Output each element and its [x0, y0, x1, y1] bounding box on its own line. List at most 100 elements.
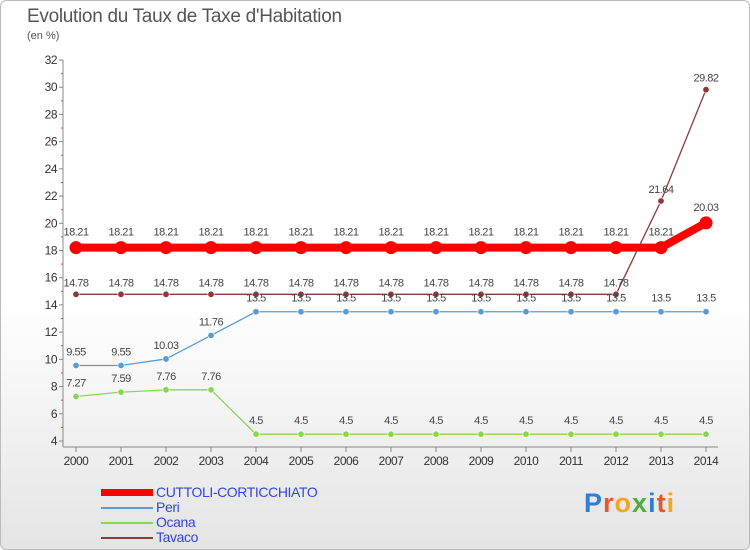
data-label: 14.78 [108, 277, 133, 289]
data-label: 14.78 [288, 277, 313, 289]
data-point [657, 197, 665, 205]
legend-swatch-cuttoli [101, 489, 153, 496]
data-point [522, 290, 530, 298]
data-label: 4.5 [699, 415, 713, 427]
data-label: 13.5 [381, 293, 401, 305]
data-point [567, 290, 575, 298]
data-label: 18.21 [243, 227, 268, 239]
data-point [249, 241, 263, 255]
data-point [612, 430, 620, 438]
x-tick-label: 2009 [469, 454, 495, 468]
data-label: 18.21 [468, 227, 493, 239]
data-point [387, 430, 395, 438]
data-point [474, 241, 488, 255]
data-point [252, 290, 260, 298]
data-label: 4.5 [654, 415, 668, 427]
data-point [654, 241, 668, 255]
data-label: 4.5 [294, 415, 308, 427]
x-tick-label: 2008 [424, 454, 450, 468]
data-point [477, 430, 485, 438]
logo-letter: P [584, 488, 604, 518]
data-point [387, 290, 395, 298]
data-point [657, 308, 665, 316]
data-label: 4.5 [564, 415, 578, 427]
data-label: 7.27 [66, 378, 86, 390]
data-point [477, 308, 485, 316]
legend-swatch-peri [101, 507, 153, 509]
legend-swatch-tavaco [101, 537, 153, 539]
data-label: 14.78 [468, 277, 493, 289]
data-point [297, 290, 305, 298]
x-tick-label: 2004 [244, 454, 270, 468]
x-tick-label: 2003 [199, 454, 225, 468]
data-point [519, 241, 533, 255]
data-label: 13.5 [561, 293, 581, 305]
logo-letter: o [614, 488, 633, 518]
y-tick-label: 16 [45, 271, 58, 285]
data-label: 7.59 [111, 373, 131, 385]
data-label: 4.5 [249, 415, 263, 427]
data-label: 4.5 [474, 415, 488, 427]
data-point [297, 308, 305, 316]
data-point [159, 241, 173, 255]
data-label: 13.5 [471, 293, 491, 305]
data-label: 14.78 [153, 277, 178, 289]
data-label: 14.78 [558, 277, 583, 289]
data-label: 21.64 [648, 184, 673, 196]
logo-letter: t [656, 488, 667, 518]
data-label: 18.21 [648, 227, 673, 239]
data-point [342, 290, 350, 298]
x-tick-label: 2013 [649, 454, 675, 468]
data-point [564, 241, 578, 255]
x-tick-label: 2006 [334, 454, 360, 468]
data-label: 18.21 [378, 227, 403, 239]
data-label: 18.21 [513, 227, 538, 239]
data-point [702, 308, 710, 316]
data-point [477, 290, 485, 298]
data-point [387, 308, 395, 316]
data-point [207, 290, 215, 298]
data-point [342, 308, 350, 316]
data-point [117, 388, 125, 396]
legend-swatch-ocana [101, 522, 153, 524]
proxiti-logo: Proxiti [584, 488, 675, 519]
data-point [162, 355, 170, 363]
data-label: 18.21 [153, 227, 178, 239]
data-point [702, 86, 710, 94]
data-label: 14.78 [333, 277, 358, 289]
data-point [117, 290, 125, 298]
data-label: 18.21 [108, 227, 133, 239]
data-label: 7.76 [156, 371, 176, 383]
data-label: 13.5 [651, 293, 671, 305]
data-label: 7.76 [201, 371, 221, 383]
data-point [432, 308, 440, 316]
logo-letter: x [632, 488, 649, 518]
data-label: 13.5 [426, 293, 446, 305]
y-tick-label: 6 [51, 407, 58, 421]
data-label: 18.21 [423, 227, 448, 239]
y-tick-label: 10 [45, 352, 58, 366]
data-point [162, 290, 170, 298]
data-label: 14.78 [198, 277, 223, 289]
data-label: 20.03 [693, 202, 718, 214]
data-point [114, 241, 128, 255]
data-point [297, 430, 305, 438]
data-label: 13.5 [336, 293, 356, 305]
data-point [699, 216, 713, 230]
data-point [117, 361, 125, 369]
data-label: 13.5 [291, 293, 311, 305]
series-line-ocana [75, 389, 706, 435]
logo-letter: r [603, 488, 615, 518]
legend-label-cuttoli: CUTTOLI-CORTICCHIATO [156, 484, 318, 500]
y-tick-label: 20 [45, 216, 58, 230]
y-tick-label: 8 [51, 380, 58, 394]
legend-label-peri: Peri [156, 499, 180, 515]
series-line-tavaco [76, 89, 707, 295]
series-line-peri [76, 311, 706, 367]
data-point [612, 308, 620, 316]
data-point [204, 241, 218, 255]
data-point [342, 430, 350, 438]
data-label: 14.78 [63, 277, 88, 289]
data-label: 14.78 [378, 277, 403, 289]
